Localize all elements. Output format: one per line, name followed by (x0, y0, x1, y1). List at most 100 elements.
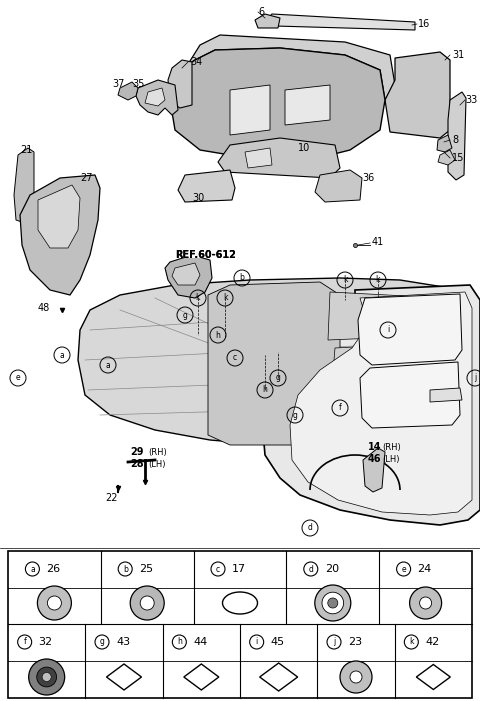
Text: a: a (30, 564, 35, 573)
Text: 17: 17 (232, 564, 246, 574)
Text: 8: 8 (452, 135, 458, 145)
Text: c: c (216, 564, 220, 573)
Polygon shape (38, 185, 80, 248)
Circle shape (140, 596, 154, 610)
Text: h: h (216, 330, 220, 339)
Polygon shape (175, 35, 395, 100)
Text: 15: 15 (452, 153, 464, 163)
Text: j: j (333, 637, 335, 646)
Text: k: k (409, 637, 414, 646)
Text: 35: 35 (132, 79, 144, 89)
Text: a: a (60, 350, 64, 360)
Text: g: g (99, 637, 105, 646)
Polygon shape (328, 292, 448, 340)
Circle shape (409, 587, 442, 619)
Text: 28: 28 (130, 459, 144, 469)
Text: 33: 33 (465, 95, 477, 105)
Circle shape (48, 596, 61, 610)
Circle shape (130, 586, 164, 620)
Polygon shape (437, 135, 452, 152)
Circle shape (322, 592, 344, 614)
Text: k: k (196, 294, 200, 303)
Text: g: g (276, 374, 280, 383)
Bar (172, 248, 250, 258)
Polygon shape (268, 14, 415, 30)
Circle shape (420, 597, 432, 609)
Text: g: g (293, 411, 298, 419)
Text: e: e (401, 564, 406, 573)
Polygon shape (255, 14, 280, 28)
Text: 10: 10 (298, 143, 310, 153)
Polygon shape (107, 664, 142, 690)
Polygon shape (245, 148, 272, 168)
Text: 25: 25 (139, 564, 153, 574)
Circle shape (37, 586, 72, 620)
Text: d: d (308, 564, 313, 573)
Polygon shape (170, 48, 385, 160)
Text: 6: 6 (258, 7, 264, 17)
Polygon shape (260, 663, 298, 691)
Text: h: h (177, 637, 182, 646)
Text: 22: 22 (105, 493, 118, 503)
Text: 44: 44 (193, 637, 207, 647)
Text: (RH): (RH) (382, 443, 401, 452)
Text: 48: 48 (38, 303, 50, 313)
Text: k: k (343, 275, 347, 285)
Text: 30: 30 (192, 193, 204, 203)
Polygon shape (184, 664, 219, 690)
Polygon shape (78, 278, 472, 445)
Polygon shape (358, 294, 462, 365)
Text: 32: 32 (39, 637, 53, 647)
Text: (LH): (LH) (148, 460, 166, 469)
Text: b: b (240, 273, 244, 283)
Polygon shape (360, 362, 460, 428)
Text: b: b (123, 564, 128, 573)
Text: 46: 46 (368, 454, 382, 464)
Polygon shape (430, 388, 462, 402)
Text: 23: 23 (348, 637, 362, 647)
Polygon shape (118, 82, 138, 100)
Text: 43: 43 (116, 637, 130, 647)
Text: 34: 34 (190, 57, 202, 67)
Text: k: k (376, 275, 380, 285)
Polygon shape (178, 170, 235, 202)
Text: i: i (387, 325, 389, 334)
Text: i: i (255, 637, 258, 646)
Text: 26: 26 (47, 564, 60, 574)
Text: f: f (338, 404, 341, 412)
Text: 20: 20 (325, 564, 339, 574)
Polygon shape (14, 148, 34, 224)
Circle shape (37, 667, 57, 687)
Text: REF.60-612: REF.60-612 (175, 250, 236, 260)
Text: h: h (263, 386, 267, 395)
Text: d: d (308, 524, 312, 533)
Polygon shape (285, 85, 330, 125)
Text: j: j (474, 374, 476, 383)
Polygon shape (385, 52, 450, 138)
Polygon shape (165, 255, 212, 298)
Text: 16: 16 (418, 19, 430, 29)
Text: a: a (106, 360, 110, 369)
Polygon shape (145, 88, 165, 106)
Text: 14: 14 (368, 442, 382, 452)
Bar (8, 551, 472, 698)
Polygon shape (290, 292, 472, 515)
Text: 21: 21 (20, 145, 32, 155)
Polygon shape (172, 263, 200, 285)
Text: 37: 37 (112, 79, 124, 89)
Polygon shape (262, 285, 480, 525)
Circle shape (315, 585, 351, 621)
Polygon shape (168, 60, 192, 108)
Polygon shape (230, 85, 270, 135)
Text: c: c (233, 353, 237, 362)
Polygon shape (136, 80, 178, 115)
Circle shape (350, 671, 362, 683)
Text: (RH): (RH) (148, 448, 167, 457)
Polygon shape (416, 665, 450, 690)
Text: 41: 41 (372, 237, 384, 247)
Circle shape (340, 661, 372, 693)
Text: 27: 27 (80, 173, 93, 183)
Circle shape (328, 598, 338, 608)
Polygon shape (332, 342, 450, 385)
Text: (LH): (LH) (382, 455, 399, 464)
